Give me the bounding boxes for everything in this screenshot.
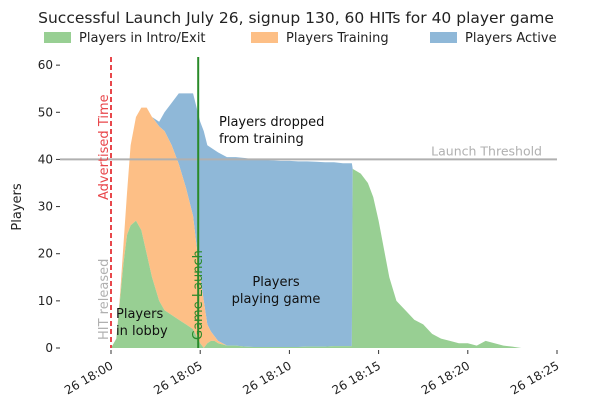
x-tick-label: 26 18:10 (240, 358, 293, 397)
x-tick-label: 26 18:00 (62, 358, 115, 397)
y-tick-label: 30 (38, 200, 53, 214)
annotation-3-line-1: Players (116, 307, 163, 322)
legend-swatch-1 (44, 32, 71, 43)
series-area-players-training (111, 107, 522, 348)
series-area-players-intro-exit (111, 168, 522, 348)
chart-legend: Players in Intro/Exit Players Training Pla… (44, 31, 557, 46)
chart-title: Successful Launch July 26, signup 130, 6… (38, 9, 554, 27)
annotation-1-line-1: Players dropped (219, 115, 324, 130)
advertised-time-label: Advertised Time (97, 94, 112, 200)
x-tick-label: 26 18:15 (330, 358, 383, 397)
y-tick-label: 0 (45, 341, 53, 355)
legend-label-1: Players in Intro/Exit (79, 31, 206, 46)
y-tick-label: 40 (38, 152, 53, 166)
annotation-2-line-1: Players (252, 275, 299, 290)
legend-swatch-3 (430, 32, 457, 43)
hit-released-label: HIT released (97, 259, 112, 340)
y-tick-label: 20 (38, 247, 53, 261)
y-tick-label: 60 (38, 58, 53, 72)
annotation-2: Players playing game (232, 275, 321, 307)
annotation-3-line-2: in lobby (116, 324, 168, 339)
y-tick-label: 50 (38, 105, 53, 119)
game-launch-label: Game Launch (191, 250, 206, 340)
x-tick-label: 26 18:20 (419, 358, 472, 397)
legend-label-2: Players Training (286, 31, 389, 46)
y-tick-label: 10 (38, 294, 53, 308)
x-tick-label: 26 18:25 (508, 358, 561, 397)
annotation-2-line-2: playing game (232, 292, 321, 307)
launch-threshold-label: Launch Threshold (431, 143, 542, 158)
y-axis-label: Players (10, 183, 25, 230)
series-area-players-active (111, 93, 522, 348)
legend-swatch-2 (251, 32, 278, 43)
annotation-1-line-2: from training (219, 132, 304, 147)
plot-area: Launch Threshold Advertised Time HIT relea… (38, 57, 562, 397)
legend-label-3: Players Active (465, 31, 557, 46)
annotation-1: Players dropped from training (219, 115, 324, 147)
annotation-3: Players in lobby (116, 307, 168, 339)
x-tick-label: 26 18:05 (151, 358, 204, 397)
